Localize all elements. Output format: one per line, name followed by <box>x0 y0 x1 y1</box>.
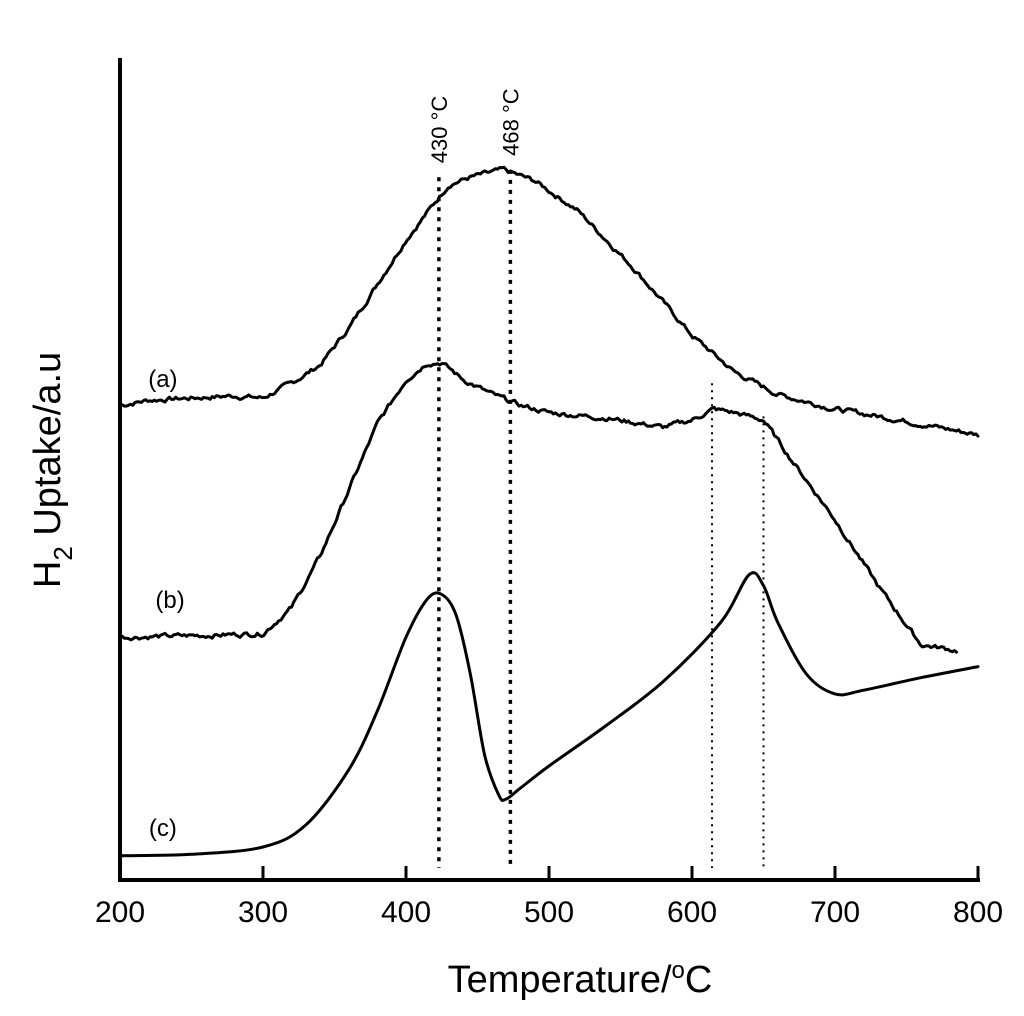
curve-label-a: (a) <box>148 366 177 393</box>
x-tick-label-800: 800 <box>953 896 1003 929</box>
x-tick-label-500: 500 <box>524 896 574 929</box>
curve-label-b: (b) <box>155 587 184 614</box>
peak-label-473: 468 °C <box>498 88 523 156</box>
x-tick-label-200: 200 <box>95 896 145 929</box>
peak-annotations: 430 °C 468 °C <box>427 88 524 163</box>
peak-label-423: 430 °C <box>427 96 452 164</box>
curve-c <box>118 571 980 858</box>
reference-lines <box>437 169 765 868</box>
y-axis-title: H2 Uptake/a.u <box>27 352 78 588</box>
curve-b <box>118 362 958 654</box>
x-axis-ticks: 200 300 400 500 600 700 800 <box>95 866 1003 929</box>
curve-a <box>118 165 980 438</box>
x-axis-title: Temperature/oC <box>448 957 713 1001</box>
curve-labels: (a) (b) (c) <box>148 366 184 842</box>
x-tick-label-400: 400 <box>381 896 431 929</box>
x-tick-label-300: 300 <box>238 896 288 929</box>
curves <box>118 165 980 858</box>
curve-label-c: (c) <box>149 815 177 842</box>
x-tick-label-700: 700 <box>810 896 860 929</box>
x-tick-label-600: 600 <box>667 896 717 929</box>
